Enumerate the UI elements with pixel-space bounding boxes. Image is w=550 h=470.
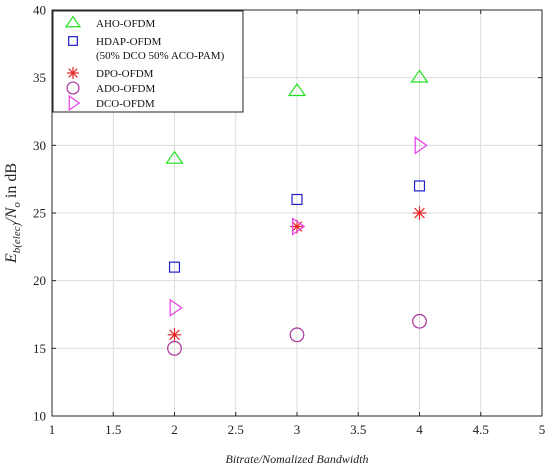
- x-tick-label: 1: [49, 422, 56, 437]
- x-tick-label: 2.5: [228, 422, 244, 437]
- y-tick-label: 10: [33, 409, 46, 424]
- y-axis-label-part: /N: [3, 206, 20, 223]
- x-tick-label: 5: [539, 422, 546, 437]
- data-point: [168, 261, 181, 273]
- data-point: [169, 298, 183, 317]
- x-tick-label: 2: [171, 422, 178, 437]
- legend-marker: [66, 81, 80, 95]
- legend-label: DPO-OFDM: [96, 68, 154, 80]
- y-tick-label: 25: [33, 206, 46, 221]
- data-markers: [165, 69, 429, 356]
- x-tick-label: 1.5: [105, 422, 121, 437]
- legend-label: ADO-OFDM: [96, 83, 156, 95]
- y-tick-label: 40: [33, 3, 46, 18]
- data-point: [291, 193, 303, 206]
- axes: 1 1.5 2 2.5 3 3.5 4 4.5 5 10 15 20 25 30 35 40: [33, 3, 545, 438]
- x-tick-label: 4: [416, 422, 423, 437]
- legend-marker: [68, 94, 81, 112]
- legend-label: DCO-OFDM: [96, 98, 155, 110]
- y-axis-label-part: in dB: [3, 163, 20, 202]
- y-axis-label: Eb(elec)/No in dB: [3, 163, 23, 264]
- x-tick-label: 3.5: [350, 422, 366, 437]
- y-axis-label-part: b(elec): [11, 222, 23, 253]
- legend-box: [52, 10, 244, 113]
- data-point: [413, 180, 426, 192]
- legend-marker: [68, 36, 78, 46]
- legend-label: AHO-OFDM: [96, 18, 156, 30]
- data-point: [414, 136, 428, 155]
- x-axis-label: Bitrate/Nomalized Bandwidth: [226, 452, 369, 466]
- legend-marker: [64, 15, 82, 28]
- y-tick-label: 15: [33, 341, 46, 356]
- data-point: [290, 219, 304, 234]
- data-point: [167, 328, 182, 342]
- y-tick-label: 20: [33, 273, 46, 288]
- y-axis-label-part: E: [3, 253, 20, 264]
- data-point: [165, 150, 184, 164]
- y-axis-label-part: o: [11, 202, 23, 208]
- data-point: [412, 206, 427, 220]
- data-point: [167, 340, 182, 356]
- data-point: [287, 82, 307, 97]
- data-point: [289, 327, 305, 343]
- legend-label: HDAP-OFDM: [96, 36, 162, 48]
- data-point: [292, 217, 306, 236]
- y-tick-label: 35: [33, 70, 46, 85]
- legend: AHO-OFDM HDAP-OFDM (50% DCO 50% ACO-PAM) DP…: [52, 10, 244, 113]
- grid-lines: [51, 9, 543, 417]
- y-tick-label: 30: [33, 138, 46, 153]
- data-point: [412, 313, 427, 329]
- legend-label-line2: (50% DCO 50% ACO-PAM): [96, 50, 225, 62]
- x-tick-label: 4.5: [473, 422, 489, 437]
- legend-marker: [67, 67, 79, 79]
- x-tick-label: 3: [294, 422, 301, 437]
- data-point: [410, 69, 429, 83]
